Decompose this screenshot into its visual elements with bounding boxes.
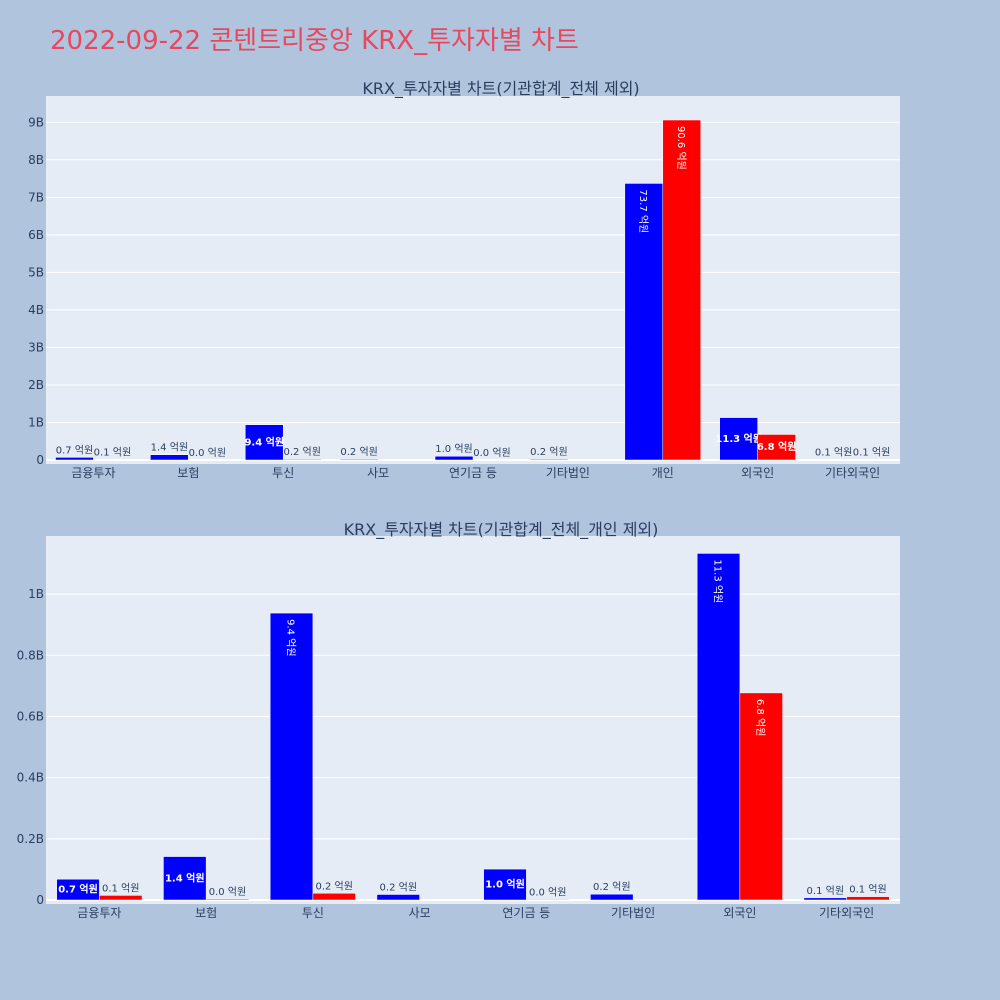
x-tick-label: 외국인 [741,466,774,480]
y-tick-label: 5B [28,265,44,279]
x-tick-label: 사모 [367,466,389,480]
y-tick-label: 7B [28,190,44,204]
buy-bar [55,457,94,461]
y-tick-label: 0.2B [17,832,44,846]
y-tick-label: 0 [36,893,44,907]
bar-value-label: 0.0 억원 [529,886,566,898]
x-tick-label: 연기금 등 [449,466,497,480]
x-tick-label: 금융투자 [71,466,115,480]
y-tick-label: 0.6B [17,709,44,723]
chart-top: KRX_투자자별 차트(기관합계_전체 제외) 0 1B 2B 3B 4B 5B 6B 7B 8B… [28,79,900,480]
buy-bar [434,455,474,461]
bar-value-label: 73.7 억원 [637,189,649,233]
bar-value-label: 0.1 억원 [102,882,139,894]
x-tick-label: 기타외국인 [825,466,880,480]
y-tick-label: 0.4B [17,771,44,785]
buy-bar [339,458,379,461]
bar-value-label: 0.2 억원 [593,881,630,893]
x-tick-label: 사모 [409,906,431,920]
bar-value-label: 11.3 억원 [712,559,724,603]
bar-value-label: 0.1 억원 [815,447,852,459]
buy-bar [245,424,284,461]
x-tick-label: 기타법인 [546,466,590,480]
x-tick-label: 보험 [195,906,217,920]
bar-value-label: 1.4 억원 [165,871,205,884]
bar-value-label: 11.3 억원 [715,432,762,445]
chart-bottom: KRX_투자자별 차트(기관합계_전체_개인 제외) 0 0.2B 0.4B 0.6B 0… [17,520,900,920]
bar-value-label: 0.1 억원 [853,447,890,459]
sell-bar [312,893,356,901]
y-tick-label: 0 [36,453,44,467]
sell-bar [282,458,322,461]
sell-bar [846,896,890,901]
bar-value-label: 0.2 억원 [380,881,417,893]
buy-bar [803,897,847,901]
sell-bar [662,119,701,461]
sell-bar [205,898,250,901]
bar-value-label: 9.4 억원 [285,619,297,656]
bar-value-label: 6.8 억원 [757,440,797,453]
buy-bar [376,894,420,901]
sell-bar [757,434,796,461]
buy-bar [56,878,100,901]
chart-title: KRX_투자자별 차트(기관합계_전체_개인 제외) [344,520,659,540]
bar-value-label: 0.2 억원 [340,446,377,458]
buy-bar [624,183,664,461]
sell-bar [526,899,570,901]
x-tick-label: 기타외국인 [819,906,874,920]
bar-value-label: 0.1 억원 [94,447,131,459]
bar-value-label: 1.0 억원 [435,443,472,455]
x-tick-label: 금융투자 [77,906,121,920]
sell-bar [99,895,143,901]
buy-bar [696,553,741,901]
bar-value-label: 0.0 억원 [209,886,246,898]
bar-value-label: 0.2 억원 [283,446,320,458]
bar-value-label: 9.4 억원 [244,435,284,448]
bar-value-label: 90.6 억원 [675,126,687,170]
bar-value-label: 0.7 억원 [56,444,93,456]
buy-bar [269,612,314,901]
plot-area [46,96,900,464]
x-tick-label: 외국인 [723,906,756,920]
sell-bar [739,692,783,901]
y-tick-label: 8B [28,153,44,167]
buy-bar [590,893,634,901]
bar-value-label: 0.0 억원 [473,447,510,459]
y-tick-label: 3B [28,340,44,354]
x-tick-label: 개인 [652,466,674,480]
page-title: 2022-09-22 콘텐트리중앙 KRX_투자자별 차트 [50,26,579,56]
bar-value-label: 1.4 억원 [151,442,188,454]
x-tick-label: 기타법인 [611,906,655,920]
y-tick-label: 4B [28,303,44,317]
bar-value-label: 0.0 억원 [189,447,226,459]
buy-bar [483,868,527,901]
bar-value-label: 0.2 억원 [530,446,567,458]
y-tick-label: 6B [28,228,44,242]
buy-bar [529,458,569,461]
y-tick-label: 1B [28,587,44,601]
bar-value-label: 0.2 억원 [315,880,352,892]
x-tick-label: 연기금 등 [502,906,550,920]
buy-bar [150,454,189,461]
bar-value-label: 6.8 억원 [754,699,766,736]
bar-value-label: 1.0 억원 [485,878,525,891]
bar-value-label: 0.7 억원 [58,883,98,896]
y-tick-label: 2B [28,378,44,392]
y-tick-label: 9B [28,115,44,129]
buy-bar [719,417,758,461]
y-tick-label: 1B [28,415,44,429]
y-tick-label: 0.8B [17,648,44,662]
buy-bar [163,856,207,901]
bar-value-label: 0.1 억원 [807,885,844,897]
x-tick-label: 투신 [302,906,324,920]
bar-value-label: 0.1 억원 [849,884,886,896]
x-tick-label: 보험 [177,466,199,480]
chart-title: KRX_투자자별 차트(기관합계_전체 제외) [362,79,639,99]
x-tick-label: 투신 [272,466,294,480]
